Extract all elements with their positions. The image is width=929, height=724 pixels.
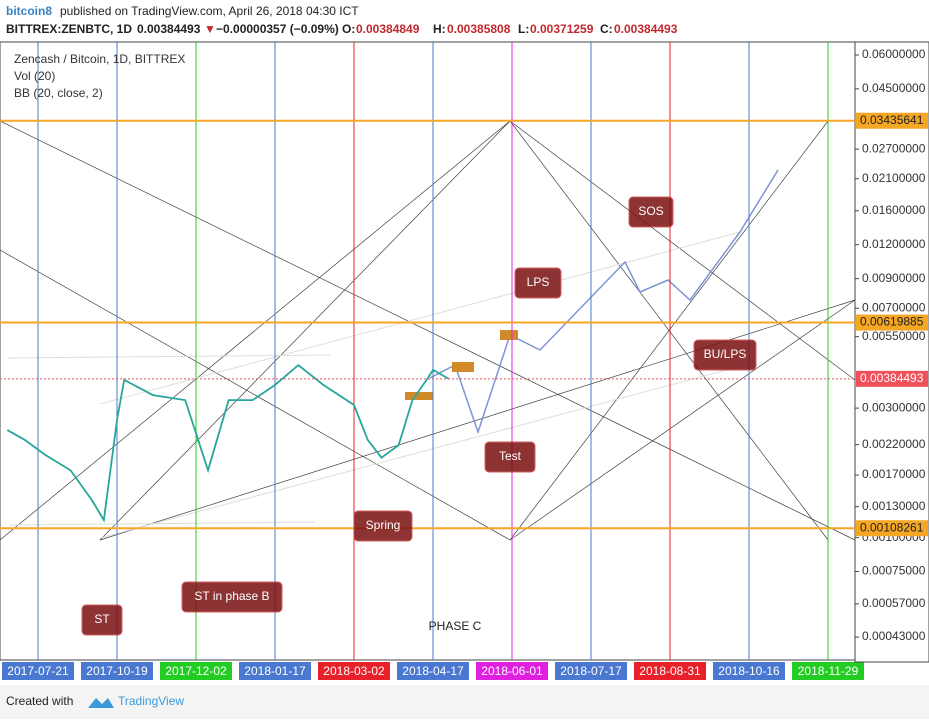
annotation-box bbox=[484, 441, 536, 473]
date-label-box bbox=[318, 662, 390, 680]
annotation-box bbox=[693, 339, 757, 371]
x-tick-label: 2018-04-17 bbox=[402, 664, 464, 678]
level-label-box bbox=[856, 112, 928, 129]
x-tick-label: 2018-03-02 bbox=[323, 664, 385, 678]
y-tick-label: 0.00057000 bbox=[862, 596, 926, 610]
annotation: LPS bbox=[527, 275, 550, 289]
change: −0.00000357 (−0.09%) bbox=[216, 22, 339, 36]
level-label: 0.00619885 bbox=[860, 315, 924, 329]
c-label: C: bbox=[600, 22, 613, 36]
y-tick-label: 0.00220000 bbox=[862, 437, 926, 451]
y-tick-label: 0.01200000 bbox=[862, 237, 926, 251]
y-tick-label: 0.01600000 bbox=[862, 203, 926, 217]
y-tick-label: 0.00170000 bbox=[862, 467, 926, 481]
price-line bbox=[6, 363, 450, 523]
level-label: 0.03435641 bbox=[860, 113, 924, 127]
y-tick-label: 0.00075000 bbox=[862, 564, 926, 578]
annotation-box bbox=[353, 510, 413, 542]
annotation: ST bbox=[94, 612, 110, 626]
author: bitcoin8 bbox=[6, 4, 52, 18]
x-tick-label: 2018-06-01 bbox=[481, 664, 543, 678]
y-tick-label: 0.06000000 bbox=[862, 47, 926, 61]
x-tick-label: 2018-01-17 bbox=[244, 664, 306, 678]
drawings bbox=[0, 120, 856, 541]
annotation-box bbox=[81, 604, 123, 636]
y-tick-label: 0.02700000 bbox=[862, 141, 926, 155]
date-label-box bbox=[160, 662, 232, 680]
annotation: Spring bbox=[366, 518, 401, 532]
y-tick-label: 0.00550000 bbox=[862, 329, 926, 343]
date-label-box bbox=[2, 662, 74, 680]
date-label-box bbox=[713, 662, 785, 680]
date-label-box bbox=[476, 662, 548, 680]
footer-brand: TradingView bbox=[118, 694, 184, 708]
l: 0.00371259 bbox=[530, 22, 594, 36]
c: 0.00384493 bbox=[614, 22, 678, 36]
x-tick-label: 2017-10-19 bbox=[86, 664, 148, 678]
ohlc-row: BITTREX:ZENBTC, 1D 0.00384493 ▼ −0.00000… bbox=[6, 22, 678, 36]
annotation-box bbox=[514, 267, 562, 299]
date-label-box bbox=[634, 662, 706, 680]
annotation: ST in phase B bbox=[194, 589, 269, 603]
date-label-box bbox=[397, 662, 469, 680]
x-tick-label: 2018-08-31 bbox=[639, 664, 701, 678]
annotation-box bbox=[181, 581, 283, 613]
level-label: 0.00108261 bbox=[860, 520, 924, 534]
level-label-box bbox=[856, 520, 928, 537]
published: published on TradingView.com, April 26, … bbox=[60, 4, 359, 18]
x-tick-label: 2017-07-21 bbox=[7, 664, 69, 678]
arrow: ▼ bbox=[204, 22, 216, 36]
y-tick-label: 0.00300000 bbox=[862, 400, 926, 414]
o: 0.00384849 bbox=[356, 22, 420, 36]
l-label: L: bbox=[518, 22, 529, 36]
annotation-box bbox=[628, 196, 674, 228]
price-axis bbox=[854, 41, 929, 663]
footer-created: Created with bbox=[6, 694, 73, 708]
date-label-box bbox=[792, 662, 864, 680]
legend-text: BB (20, close, 2) bbox=[14, 86, 103, 100]
h-label: H: bbox=[433, 22, 446, 36]
footer-bar bbox=[0, 685, 929, 719]
symbol: BITTREX:ZENBTC, 1D bbox=[6, 22, 132, 36]
x-tick-label: 2017-12-02 bbox=[165, 664, 227, 678]
last-price-box bbox=[856, 370, 928, 387]
x-tick-label: 2018-07-17 bbox=[560, 664, 622, 678]
annotation: PHASE C bbox=[429, 619, 482, 633]
x-tick-label: 2018-10-16 bbox=[718, 664, 780, 678]
footer-logo bbox=[88, 698, 114, 708]
date-label-box bbox=[239, 662, 311, 680]
last-price-label: 0.00384493 bbox=[860, 371, 924, 385]
legend-text: Zencash / Bitcoin, 1D, BITTREX bbox=[14, 52, 185, 66]
date-label-box bbox=[81, 662, 153, 680]
legend-text: Vol (20) bbox=[14, 69, 55, 83]
y-tick-label: 0.00043000 bbox=[862, 629, 926, 643]
date-label-box bbox=[555, 662, 627, 680]
y-tick-label: 0.04500000 bbox=[862, 81, 926, 95]
y-tick-label: 0.00130000 bbox=[862, 499, 926, 513]
annotation: Test bbox=[499, 449, 522, 463]
y-tick-label: 0.00900000 bbox=[862, 271, 926, 285]
h: 0.00385808 bbox=[447, 22, 511, 36]
level-label-box bbox=[856, 314, 928, 331]
annotation: BU/LPS bbox=[704, 347, 747, 361]
o-label: O: bbox=[342, 22, 355, 36]
last: 0.00384493 bbox=[137, 22, 201, 36]
annotation: SOS bbox=[638, 204, 663, 218]
x-tick-label: 2018-11-29 bbox=[798, 664, 859, 678]
y-tick-label: 0.02100000 bbox=[862, 171, 926, 185]
y-tick-label: 0.00700000 bbox=[862, 300, 926, 314]
